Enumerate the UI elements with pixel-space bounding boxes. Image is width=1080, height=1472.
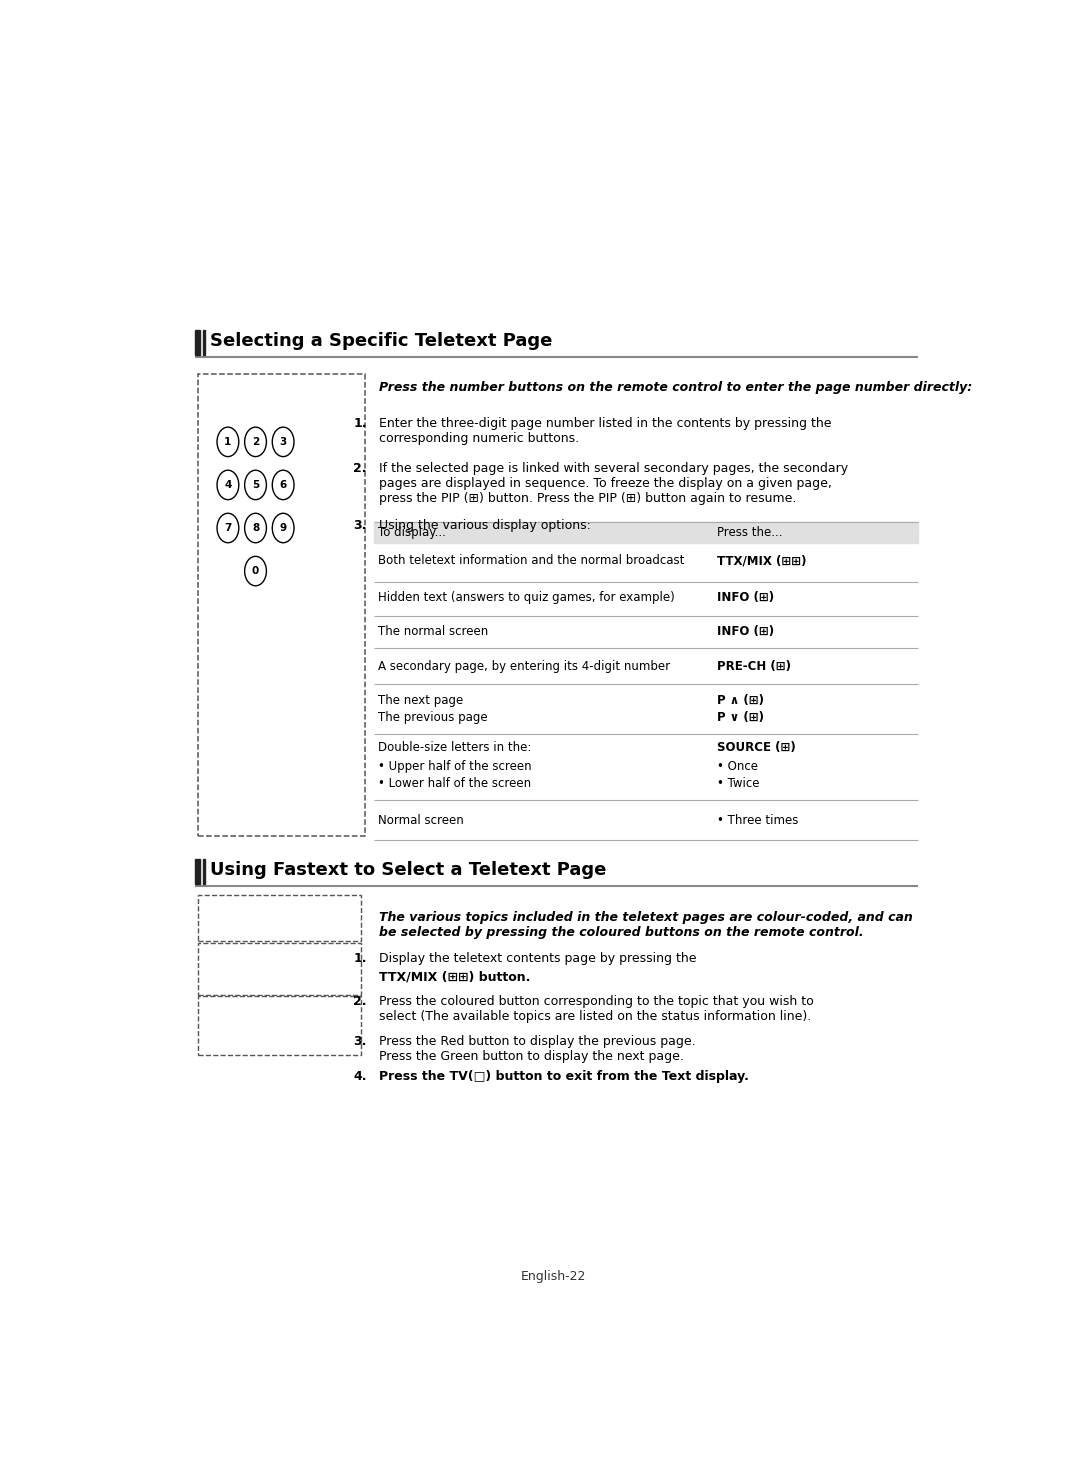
Text: INFO (⊞): INFO (⊞)	[717, 624, 774, 637]
Text: PRE-CH (⊞): PRE-CH (⊞)	[717, 659, 791, 673]
Text: English-22: English-22	[521, 1269, 586, 1282]
Text: 0: 0	[252, 567, 259, 576]
Text: 5: 5	[252, 480, 259, 490]
Text: 3: 3	[280, 437, 287, 447]
Text: 3.: 3.	[353, 520, 367, 531]
Bar	[203, 860, 205, 883]
Text: Using the various display options:: Using the various display options:	[379, 520, 591, 531]
Text: • Lower half of the screen: • Lower half of the screen	[378, 777, 531, 789]
Text: 4: 4	[225, 480, 231, 490]
Text: 8: 8	[252, 523, 259, 533]
Text: Double-size letters in the:: Double-size letters in the:	[378, 742, 531, 754]
Text: • Twice: • Twice	[717, 777, 759, 789]
Text: Press the number buttons on the remote control to enter the page number directly: Press the number buttons on the remote c…	[379, 381, 973, 393]
Text: 1.: 1.	[353, 417, 367, 430]
Text: Press the TV(□) button to exit from the Text display.: Press the TV(□) button to exit from the …	[379, 1070, 750, 1083]
Text: Press the...: Press the...	[717, 526, 782, 539]
Bar	[198, 997, 361, 1055]
Text: 3.: 3.	[353, 1035, 367, 1048]
Text: 2.: 2.	[353, 462, 367, 475]
Text: Using Fastext to Select a Teletext Page: Using Fastext to Select a Teletext Page	[211, 861, 607, 879]
Text: A secondary page, by entering its 4-digit number: A secondary page, by entering its 4-digi…	[378, 659, 670, 673]
Text: • Upper half of the screen: • Upper half of the screen	[378, 760, 531, 773]
Text: • Three times: • Three times	[717, 814, 798, 827]
Text: 6: 6	[280, 480, 287, 490]
Text: 9: 9	[280, 523, 286, 533]
Text: Display the teletext contents page by pressing the: Display the teletext contents page by pr…	[379, 952, 697, 966]
Circle shape	[217, 470, 239, 499]
Circle shape	[245, 470, 267, 499]
Text: 4.: 4.	[353, 1070, 367, 1083]
Text: Both teletext information and the normal broadcast: Both teletext information and the normal…	[378, 555, 684, 567]
Text: • Once: • Once	[717, 760, 758, 773]
Text: 1.: 1.	[353, 952, 367, 966]
Text: 1: 1	[225, 437, 231, 447]
Text: SOURCE (⊞): SOURCE (⊞)	[717, 742, 796, 754]
Text: 7: 7	[225, 523, 231, 533]
Text: TTX/MIX (⊞⊞): TTX/MIX (⊞⊞)	[717, 555, 806, 567]
Text: P ∧ (⊞): P ∧ (⊞)	[717, 693, 764, 707]
Circle shape	[245, 427, 267, 456]
Text: The various topics included in the teletext pages are colour-coded, and can
be s: The various topics included in the telet…	[379, 911, 914, 939]
Text: If the selected page is linked with several secondary pages, the secondary
pages: If the selected page is linked with seve…	[379, 462, 849, 505]
Circle shape	[272, 514, 294, 543]
Text: Press the coloured button corresponding to the topic that you wish to
select (Th: Press the coloured button corresponding …	[379, 995, 814, 1023]
Bar	[198, 374, 365, 836]
Circle shape	[272, 470, 294, 499]
Text: The previous page: The previous page	[378, 711, 487, 724]
Text: P ∨ (⊞): P ∨ (⊞)	[717, 711, 764, 724]
Bar	[198, 895, 361, 941]
Text: TTX/MIX (⊞⊞) button.: TTX/MIX (⊞⊞) button.	[379, 970, 530, 983]
Bar	[195, 330, 200, 355]
Text: The next page: The next page	[378, 693, 463, 707]
Text: Hidden text (answers to quiz games, for example): Hidden text (answers to quiz games, for …	[378, 590, 675, 604]
Text: Selecting a Specific Teletext Page: Selecting a Specific Teletext Page	[211, 333, 553, 350]
Text: Enter the three-digit page number listed in the contents by pressing the
corresp: Enter the three-digit page number listed…	[379, 417, 832, 445]
Text: Press the Red button to display the previous page.
Press the Green button to dis: Press the Red button to display the prev…	[379, 1035, 696, 1063]
Circle shape	[245, 514, 267, 543]
Text: 2.: 2.	[353, 995, 367, 1008]
Text: INFO (⊞): INFO (⊞)	[717, 590, 774, 604]
Circle shape	[272, 427, 294, 456]
Bar	[203, 330, 205, 355]
Text: The normal screen: The normal screen	[378, 624, 488, 637]
Bar	[198, 944, 361, 995]
Text: To display...: To display...	[378, 526, 446, 539]
Text: Normal screen: Normal screen	[378, 814, 463, 827]
Circle shape	[217, 427, 239, 456]
Circle shape	[245, 556, 267, 586]
Circle shape	[217, 514, 239, 543]
Bar	[195, 860, 200, 883]
Text: 2: 2	[252, 437, 259, 447]
Bar	[374, 523, 918, 543]
